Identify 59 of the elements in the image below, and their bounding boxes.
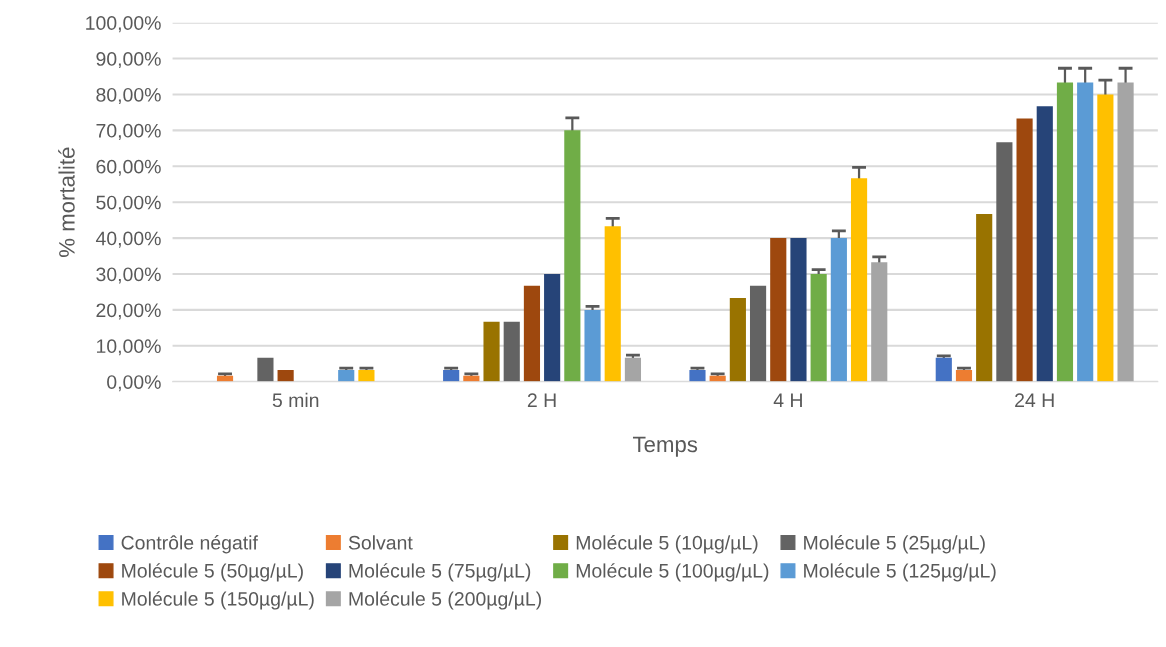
legend-label: Contrôle négatif <box>121 535 258 554</box>
bar <box>503 321 520 382</box>
bar <box>564 130 581 382</box>
y-tick-label: 90,00% <box>96 52 161 69</box>
legend-label: Molécule 5 (150µg/µL) <box>122 591 314 610</box>
bar <box>850 178 868 382</box>
bar <box>277 369 294 382</box>
bar <box>729 298 746 382</box>
legend-label: Molécule 5 (125µg/µL) <box>804 563 996 582</box>
bar <box>544 274 561 382</box>
bar <box>358 369 375 382</box>
bar <box>584 309 601 382</box>
y-tick-label: 50,00% <box>96 195 161 212</box>
y-tick-label: 100,00% <box>86 16 161 33</box>
y-tick-label: 70,00% <box>96 123 161 140</box>
legend-label: Molécule 5 (75µg/µL) <box>349 563 531 582</box>
y-tick-label: 60,00% <box>96 159 161 176</box>
bar <box>871 262 888 382</box>
bar <box>770 238 787 382</box>
bar <box>749 285 767 382</box>
legend-label: Molécule 5 (50µg/µL) <box>122 563 303 582</box>
legend-label: Molécule 5 (100µg/µL) <box>576 563 769 582</box>
bar <box>1077 82 1094 382</box>
bar <box>523 285 541 382</box>
bar <box>338 369 355 382</box>
y-tick-label: 10,00% <box>97 339 161 356</box>
x-tick-label: 5 min <box>272 392 319 408</box>
bar <box>483 321 500 382</box>
bar <box>810 274 827 382</box>
bar <box>1016 118 1033 382</box>
y-tick-label: 0,00% <box>107 375 161 392</box>
x-tick-label: 24 H <box>1015 393 1054 407</box>
bar <box>1117 82 1134 382</box>
bar <box>935 357 952 382</box>
x-tick-label: 2 H <box>527 393 556 407</box>
x-axis-title: Temps <box>632 436 698 457</box>
legend-label: Molécule 5 (200µg/µL) <box>349 591 541 610</box>
legend-label: Molécule 5 (25µg/µL) <box>804 535 985 554</box>
bar <box>443 369 460 382</box>
bar <box>624 357 642 382</box>
bar <box>955 369 973 382</box>
y-tick-label: 20,00% <box>96 303 161 320</box>
legend-label: Solvant <box>348 535 413 550</box>
y-tick-label: 40,00% <box>95 231 161 248</box>
bar <box>976 214 993 382</box>
bar <box>1097 94 1114 382</box>
legend-label: Molécule 5 (10µg/µL) <box>576 535 758 554</box>
bar <box>604 226 621 382</box>
y-tick-label: 80,00% <box>96 87 161 104</box>
bar <box>1056 82 1074 382</box>
x-tick-label: 4 H <box>773 393 802 407</box>
y-tick-label: 30,00% <box>96 267 161 284</box>
y-axis-title: % mortalité <box>58 147 75 257</box>
bar <box>996 142 1013 382</box>
bar <box>830 238 847 382</box>
bar <box>790 238 807 382</box>
bar <box>1036 106 1053 382</box>
bar <box>689 369 706 382</box>
bar <box>257 357 274 382</box>
